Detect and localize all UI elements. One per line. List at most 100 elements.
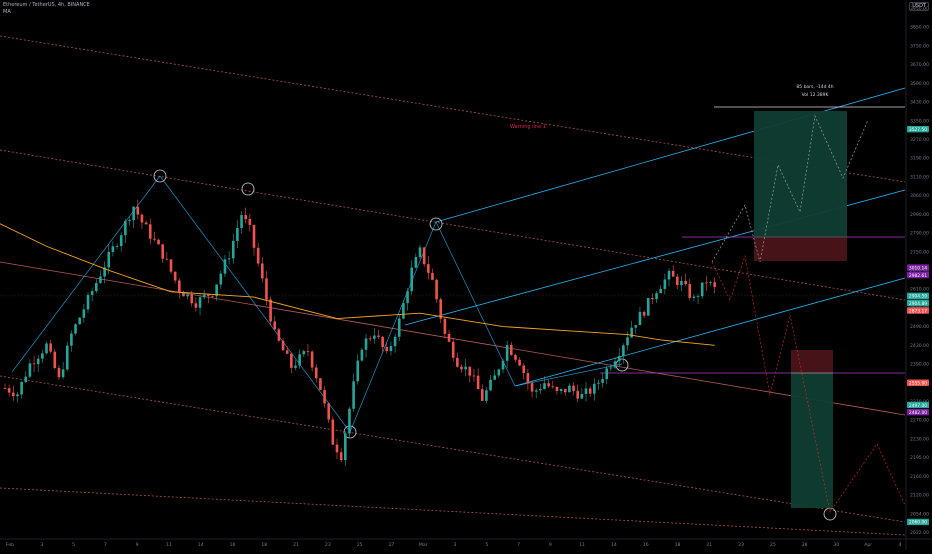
drawings-layer: Warning line 1: [0, 35, 906, 536]
candle-body: [713, 282, 716, 287]
y-tick-label: 3350.00: [910, 118, 929, 124]
candle-body: [696, 296, 700, 298]
y-tick-label: 3110.00: [910, 174, 929, 180]
candle-body: [95, 282, 98, 292]
price-tag-box: [907, 518, 929, 526]
candle-body: [7, 388, 11, 393]
candle-body: [45, 343, 48, 354]
candle-body: [211, 295, 214, 297]
candle-body: [530, 383, 534, 392]
price-tag-box: [907, 408, 929, 416]
candle-body: [497, 369, 501, 376]
price-tag-label: 3010.14: [909, 265, 927, 271]
candle-body: [227, 258, 231, 260]
x-tick-label: 3: [454, 542, 457, 548]
price-tag-label: 2060.00: [909, 520, 927, 526]
candle-body: [298, 354, 301, 366]
candle-body: [215, 284, 218, 297]
candle-body: [588, 388, 592, 394]
candle-body: [240, 215, 243, 228]
y-tick-label: 3060.00: [910, 193, 929, 199]
candle-body: [364, 338, 368, 350]
y-tick-label: 2195.00: [910, 455, 929, 461]
candle-body: [74, 324, 77, 334]
candle-body: [49, 343, 52, 352]
candle-body: [248, 219, 252, 225]
candle-body: [368, 338, 372, 340]
candle-body: [190, 294, 194, 304]
candle-body: [397, 318, 401, 337]
indicator-label[interactable]: MA: [3, 9, 11, 15]
x-tick-label: 21: [706, 542, 712, 548]
price-tag-box: [907, 292, 929, 300]
x-tick-label: 7: [517, 542, 520, 548]
y-tick-label: 2430.00: [910, 343, 929, 349]
y-tick-label: 2390.00: [910, 362, 929, 368]
candle-body: [634, 325, 638, 328]
candle-body: [547, 383, 550, 387]
currency-badge[interactable]: USDT: [909, 2, 929, 11]
candle-body: [373, 335, 376, 339]
candle-body: [427, 264, 430, 273]
x-tick-label: 7: [104, 542, 107, 548]
x-tick-label: 25: [357, 542, 363, 548]
candle-body: [385, 347, 389, 352]
swing-point-circle: [241, 182, 255, 196]
candle-body: [107, 251, 111, 268]
zigzag-pattern: [11, 175, 623, 433]
y-tick-label: 2160.00: [910, 474, 929, 480]
x-tick-label: 30: [833, 542, 839, 548]
candle-body: [630, 327, 633, 338]
price-tags: 3527.50 3010.14 2982.61 2904.592904.892873.…: [907, 125, 929, 526]
candle-body: [476, 375, 480, 390]
x-tick-label: 18: [675, 542, 681, 548]
candle-body: [680, 280, 683, 286]
price-tag-label: 2497.00: [909, 403, 927, 409]
candle-body: [57, 367, 61, 378]
candle-body: [406, 291, 409, 304]
y-tick-label: 2054.00: [910, 511, 929, 517]
short-stop-zone: [791, 350, 833, 373]
x-tick-label: 11: [579, 542, 585, 548]
candle-body: [381, 336, 384, 348]
candle-body: [16, 394, 19, 397]
candle-body: [480, 389, 484, 401]
candle-body: [82, 309, 86, 318]
candle-body: [431, 272, 434, 280]
y-tick-label: 2230.00: [910, 436, 929, 442]
channel-label: Warning line 1: [510, 124, 546, 130]
candle-body: [323, 389, 326, 404]
candle-body: [231, 240, 235, 259]
candle-body: [28, 363, 32, 377]
x-tick-label: 21: [293, 542, 299, 548]
candle-body: [186, 294, 189, 297]
y-tick-label: 3590.00: [910, 81, 929, 87]
candle-body: [119, 235, 123, 246]
candle-body: [638, 311, 642, 326]
candle-body: [148, 224, 152, 239]
candle-body: [348, 408, 351, 434]
x-tick-label: 14: [611, 542, 617, 548]
y-tick-label: 2270.00: [910, 418, 929, 424]
x-tick-label: 14: [198, 542, 204, 548]
candle-body: [161, 244, 164, 259]
candle-body: [655, 293, 658, 300]
overlay-layer: 85 bars, -14d 4h Vol 12.389K: [711, 84, 906, 513]
price-axis: 3950.00 3850.00 3750.00 3670.00 3590.00 3430.…: [905, 0, 929, 550]
candle-body: [339, 452, 343, 461]
price-tag-label: 3527.50: [909, 127, 927, 133]
price-tag-box: [907, 307, 929, 314]
candle-body: [676, 276, 679, 286]
y-tick-label: 2490.00: [910, 324, 929, 330]
candle-body: [327, 403, 330, 420]
candle-body: [692, 296, 696, 298]
x-tick-label: 5: [72, 542, 75, 548]
projection-bars-text: 85 bars, -14d 4h: [796, 84, 833, 90]
candle-body: [281, 340, 285, 351]
candle-body: [613, 361, 617, 368]
candle-body: [651, 298, 654, 300]
candle-body: [464, 366, 467, 370]
y-tick-label: 3950.00: [910, 6, 929, 12]
candle-body: [273, 321, 277, 330]
